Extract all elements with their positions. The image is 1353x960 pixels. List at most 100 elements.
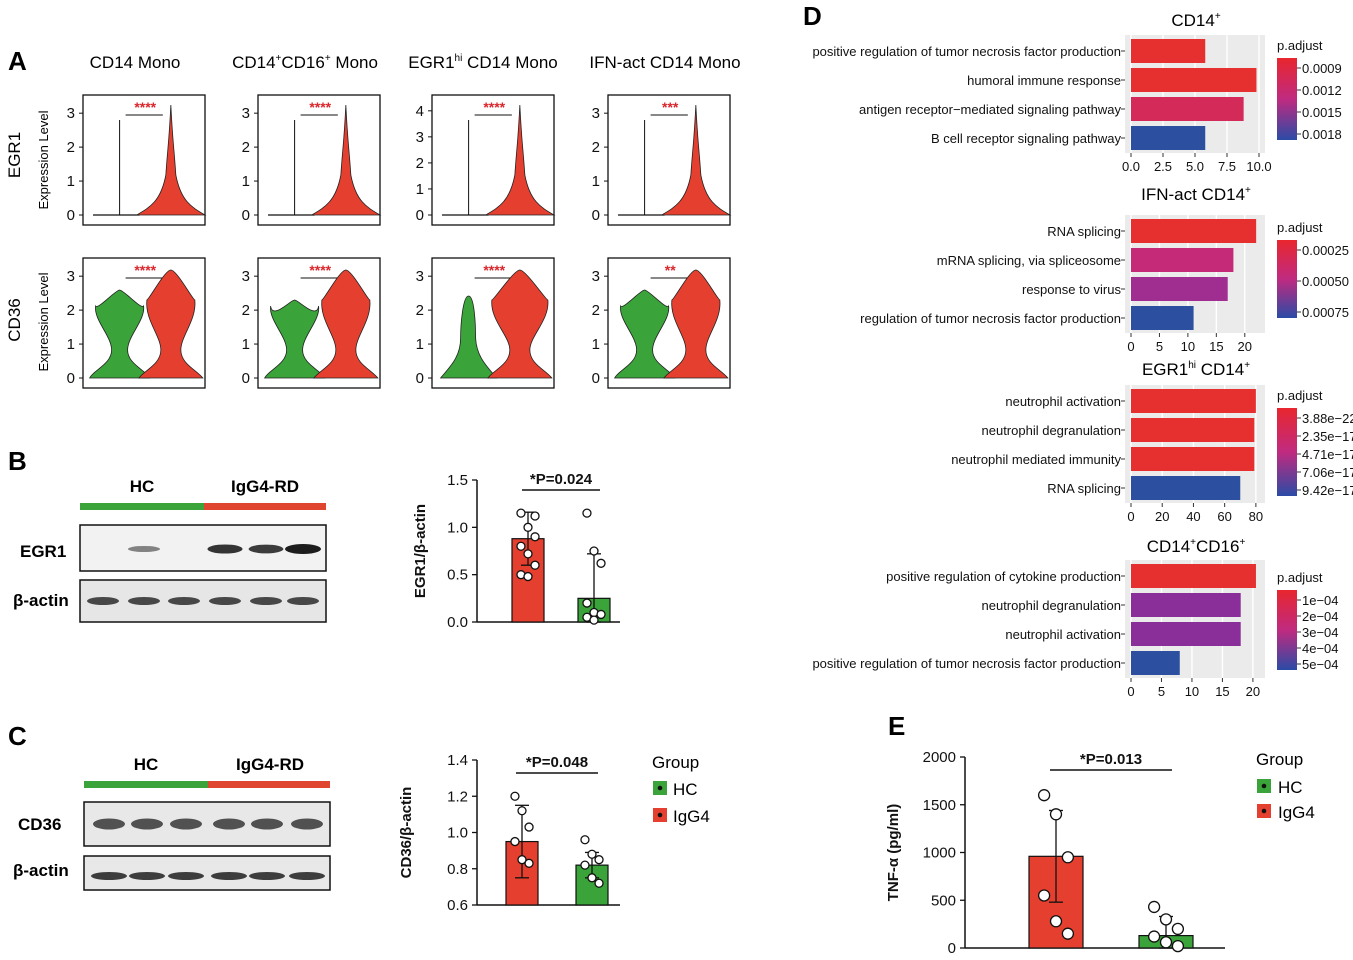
data-point bbox=[589, 615, 599, 625]
violin-box bbox=[82, 94, 206, 226]
enrich-bar bbox=[1131, 389, 1256, 413]
bar-chart-b: 0.0 0.5 1.0 1.5 EGR1/β-actin *P=0.024 bbox=[412, 471, 620, 631]
blot-b-igg4-label: IgG4-RD bbox=[231, 477, 299, 496]
violin-tick-label: 1 bbox=[416, 336, 424, 353]
violin-tick-label: 0 bbox=[416, 370, 424, 387]
enrich-legend-label: 3e−04 bbox=[1302, 625, 1339, 640]
enrich-title: CD14+ bbox=[1171, 11, 1220, 30]
violin-green-shape bbox=[439, 295, 498, 379]
blot-b-hc-label: HC bbox=[130, 477, 155, 496]
y-tick-label: 0.5 bbox=[447, 567, 468, 584]
enrich-x-tick-label: 20 bbox=[1246, 684, 1260, 699]
violin-tick-label: 3 bbox=[416, 129, 424, 146]
blot-band bbox=[128, 597, 160, 605]
data-point bbox=[1049, 808, 1063, 821]
enrich-category-label: positive regulation of tumor necrosis fa… bbox=[812, 44, 1121, 59]
enrich-x-tick-label: 0 bbox=[1127, 509, 1134, 524]
enrich-title-sup: hi bbox=[1188, 360, 1196, 371]
significance-stars: **** bbox=[134, 262, 156, 278]
enrich-x-tick-label: 0.0 bbox=[1122, 159, 1140, 174]
data-point bbox=[524, 822, 534, 832]
violin-tick-label: 0 bbox=[592, 370, 600, 387]
enrich-category-label: neutrophil activation bbox=[1005, 394, 1121, 409]
data-point bbox=[524, 858, 534, 868]
violin-tick-label: 1 bbox=[242, 336, 250, 353]
enrich-title-part: CD16 bbox=[1196, 537, 1239, 556]
enrich-title-part: CD14 bbox=[1147, 537, 1190, 556]
blot-band bbox=[249, 872, 285, 880]
blot-band bbox=[211, 872, 247, 880]
significance-stars: **** bbox=[309, 262, 331, 278]
enrich-x-tick-label: 0 bbox=[1127, 339, 1134, 354]
data-point bbox=[510, 836, 520, 847]
violin-tick-label: 2 bbox=[416, 302, 424, 319]
enrich-x-tick-label: 10 bbox=[1185, 684, 1199, 699]
data-point bbox=[1147, 930, 1161, 943]
enrich-bar bbox=[1131, 447, 1255, 471]
violin-tick-label: 1 bbox=[592, 336, 600, 353]
violin-tick-label: 2 bbox=[242, 139, 250, 156]
enrich-legend-title: p.adjust bbox=[1277, 388, 1323, 403]
y-axis-label: TNF-α (pg/ml) bbox=[885, 804, 902, 902]
data-point bbox=[517, 806, 527, 816]
enrich-x-tick-label: 5.0 bbox=[1186, 159, 1204, 174]
panel-letter-a: A bbox=[8, 46, 27, 76]
enrich-x-tick-label: 15 bbox=[1209, 339, 1223, 354]
violin-tick-label: 3 bbox=[242, 105, 250, 122]
gene-label-cd36: CD36 bbox=[5, 298, 24, 341]
enrich-x-tick-label: 60 bbox=[1217, 509, 1231, 524]
data-point bbox=[517, 855, 527, 865]
blot-b-band2-label: β-actin bbox=[13, 591, 69, 610]
violin-tick-label: 3 bbox=[67, 268, 75, 285]
enrich-legend-gradient bbox=[1277, 58, 1297, 140]
significance-stars: **** bbox=[309, 99, 331, 115]
enrich-bar bbox=[1131, 219, 1257, 243]
enrich-x-tick-label: 5 bbox=[1158, 684, 1165, 699]
enrich-category-label: neutrophil degranulation bbox=[982, 598, 1122, 613]
enrich-category-label: RNA splicing bbox=[1047, 481, 1121, 496]
enrich-legend-gradient bbox=[1277, 408, 1297, 496]
panel-letter-c: C bbox=[8, 721, 27, 751]
enrich-legend-label: 0.00050 bbox=[1302, 274, 1349, 289]
violin-green-shape bbox=[613, 289, 676, 379]
enrich-category-label: neutrophil activation bbox=[1005, 627, 1121, 642]
data-point bbox=[516, 541, 526, 551]
enrich-category-label: positive regulation of tumor necrosis fa… bbox=[812, 656, 1121, 671]
data-point bbox=[523, 571, 533, 582]
blot-band bbox=[129, 872, 165, 880]
enrich-legend-label: 9.42e−17 bbox=[1302, 483, 1353, 498]
blot-band bbox=[127, 545, 161, 553]
violin-tick-label: 3 bbox=[592, 268, 600, 285]
enrich-title: CD14+CD16+ bbox=[1147, 537, 1246, 556]
panel-letter-b: B bbox=[8, 446, 27, 476]
blot-band bbox=[170, 818, 202, 830]
violin-title-3: EGR1hi CD14 Mono bbox=[408, 53, 558, 72]
data-point bbox=[594, 878, 604, 888]
enrich-bar bbox=[1131, 126, 1206, 150]
enrich-legend-label: 0.0009 bbox=[1302, 61, 1342, 76]
enrich-bar bbox=[1131, 68, 1257, 92]
data-point bbox=[589, 546, 599, 556]
data-point bbox=[580, 860, 590, 870]
legend-c-igg4-dot bbox=[657, 812, 663, 818]
enrich-x-tick-label: 15 bbox=[1215, 684, 1229, 699]
enrich-bar bbox=[1131, 564, 1256, 588]
data-point bbox=[594, 855, 604, 865]
blot-band bbox=[209, 597, 241, 605]
data-point bbox=[587, 849, 597, 859]
violin-tick-label: 0 bbox=[67, 370, 75, 387]
enrich-title-sup: + bbox=[1190, 537, 1196, 548]
legend-c-title: Group bbox=[652, 753, 699, 772]
data-point bbox=[596, 609, 606, 620]
enrich-legend-label: 3.88e−22 bbox=[1302, 411, 1353, 426]
p-value-annotation: *P=0.013 bbox=[1080, 751, 1142, 768]
enrich-category-label: neutrophil degranulation bbox=[982, 423, 1122, 438]
enrich-x-tick-label: 2.5 bbox=[1154, 159, 1172, 174]
violin-tick-label: 2 bbox=[67, 302, 75, 319]
violin-title-4: IFN-act CD14 Mono bbox=[589, 53, 740, 72]
enrich-category-label: humoral immune response bbox=[967, 73, 1121, 88]
bar-chart-c: 0.6 0.8 1.0 1.2 1.4 CD36/β-actin *P=0.048 bbox=[398, 752, 620, 914]
enrich-x-tick-label: 80 bbox=[1249, 509, 1263, 524]
y-axis-label: EGR1/β-actin bbox=[412, 504, 429, 598]
enrich-legend-gradient bbox=[1277, 590, 1297, 670]
